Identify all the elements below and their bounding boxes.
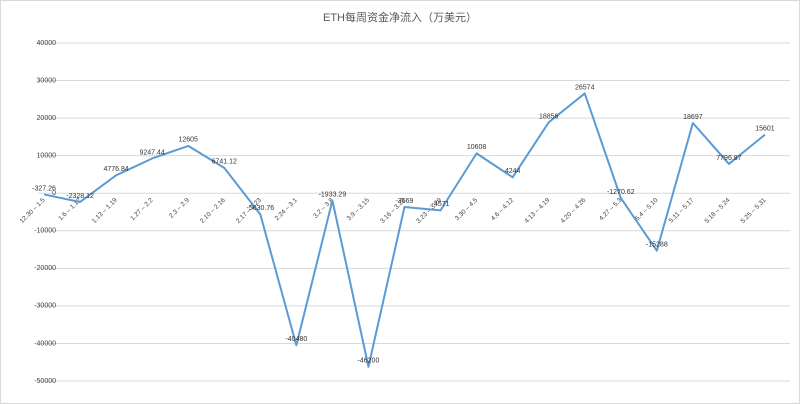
data-label: -5630.76 bbox=[246, 205, 274, 212]
data-label: -40480 bbox=[285, 336, 307, 343]
y-tick-label: -50000 bbox=[34, 378, 56, 385]
data-label: -46200 bbox=[358, 358, 380, 365]
data-label: 7796.87 bbox=[716, 155, 741, 162]
data-label: 6741.12 bbox=[212, 159, 237, 166]
data-line bbox=[43, 92, 766, 368]
data-label: -327.26 bbox=[32, 185, 56, 192]
y-tick-label: -40000 bbox=[34, 340, 56, 347]
data-label: 10608 bbox=[467, 144, 487, 151]
data-label: 18697 bbox=[683, 114, 703, 121]
y-tick-label: 0 bbox=[52, 190, 56, 197]
data-label: 4244 bbox=[505, 168, 521, 175]
y-tick-label: 40000 bbox=[37, 40, 57, 47]
data-label: -1933.29 bbox=[319, 191, 347, 198]
data-label: 26574 bbox=[575, 84, 595, 91]
chart-title: ETH每周资金净流入（万美元） bbox=[323, 10, 477, 24]
data-label: -3669 bbox=[396, 198, 414, 205]
y-tick-label: 10000 bbox=[37, 153, 57, 160]
data-label: 15601 bbox=[755, 125, 775, 132]
data-label: 4776.84 bbox=[103, 166, 128, 173]
data-label: -2328.12 bbox=[66, 193, 94, 200]
data-label: -4571 bbox=[432, 201, 450, 208]
data-label: -1270.62 bbox=[607, 189, 635, 196]
y-tick-label: -20000 bbox=[34, 265, 56, 272]
data-label: 18856 bbox=[539, 113, 559, 120]
y-tick-label: 20000 bbox=[37, 115, 57, 122]
y-tick-label: -10000 bbox=[34, 228, 56, 235]
data-label: 12605 bbox=[178, 137, 198, 144]
y-tick-label: 30000 bbox=[37, 77, 57, 84]
data-label: 9247.44 bbox=[140, 149, 165, 156]
data-label: -15288 bbox=[646, 241, 668, 248]
y-tick-label: -30000 bbox=[34, 303, 56, 310]
